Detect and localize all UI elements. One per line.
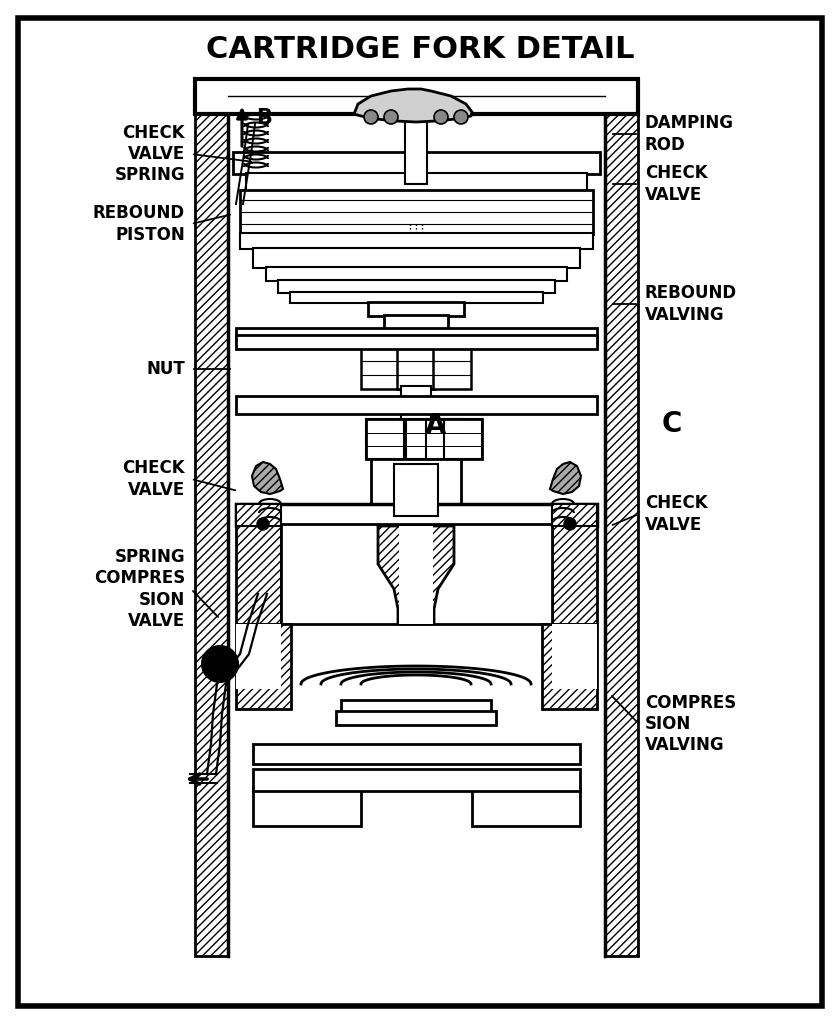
Bar — [368, 302, 464, 316]
Text: COMPRES
SION
VALVING: COMPRES SION VALVING — [645, 693, 736, 755]
Bar — [336, 711, 496, 725]
Bar — [228, 79, 605, 956]
Circle shape — [454, 110, 468, 124]
Bar — [236, 624, 291, 709]
Bar — [552, 524, 597, 624]
Text: DAMPING
ROD: DAMPING ROD — [645, 115, 734, 154]
Polygon shape — [252, 462, 283, 494]
Bar — [195, 79, 228, 956]
Bar — [366, 419, 404, 459]
Bar — [433, 347, 471, 389]
Bar — [366, 419, 482, 459]
Text: CARTRIDGE FORK DETAIL: CARTRIDGE FORK DETAIL — [206, 35, 634, 63]
Bar — [246, 173, 587, 191]
Bar — [394, 464, 438, 516]
Circle shape — [434, 110, 448, 124]
Circle shape — [257, 518, 269, 530]
Text: CHECK
VALVE: CHECK VALVE — [645, 164, 707, 204]
Circle shape — [202, 646, 238, 682]
Bar — [233, 152, 600, 174]
Circle shape — [564, 518, 576, 530]
Bar — [552, 624, 597, 689]
Bar — [371, 457, 461, 522]
Polygon shape — [378, 526, 454, 624]
Bar — [236, 504, 597, 526]
Bar — [236, 328, 597, 344]
Bar — [236, 396, 597, 414]
Bar — [253, 744, 580, 764]
Text: REBOUND
VALVING: REBOUND VALVING — [645, 285, 738, 324]
Bar — [361, 347, 399, 389]
Circle shape — [384, 110, 398, 124]
Bar — [236, 624, 281, 689]
Bar — [290, 292, 543, 303]
Bar — [384, 315, 448, 329]
Bar — [236, 504, 281, 526]
Bar — [253, 248, 580, 268]
Bar — [472, 788, 580, 826]
Bar — [542, 624, 597, 709]
Bar — [444, 419, 482, 459]
Bar — [278, 280, 555, 293]
Bar — [406, 419, 444, 459]
Polygon shape — [354, 89, 472, 122]
Text: CHECK
VALVE: CHECK VALVE — [645, 495, 707, 534]
Text: C: C — [662, 410, 682, 438]
Bar — [397, 347, 435, 389]
Bar — [253, 769, 580, 791]
Bar — [236, 524, 281, 624]
Bar — [236, 335, 597, 349]
Bar — [341, 700, 491, 712]
Bar — [281, 524, 552, 624]
Text: SPRING
COMPRES
SION
VALVE: SPRING COMPRES SION VALVE — [94, 548, 185, 630]
Bar — [426, 419, 464, 459]
Text: CHECK
VALVE: CHECK VALVE — [123, 459, 185, 499]
Circle shape — [203, 652, 227, 676]
Bar — [266, 267, 567, 281]
Circle shape — [364, 110, 378, 124]
Bar — [401, 386, 431, 444]
Bar — [253, 788, 361, 826]
Text: CHECK
VALVE
SPRING: CHECK VALVE SPRING — [114, 124, 185, 184]
Bar — [399, 526, 433, 624]
Bar — [605, 79, 638, 956]
Bar — [195, 79, 638, 114]
Bar — [240, 190, 593, 234]
Text: B: B — [256, 108, 272, 128]
Bar — [405, 112, 427, 184]
Polygon shape — [550, 462, 581, 494]
Text: REBOUND
PISTON: REBOUND PISTON — [93, 204, 185, 244]
Text: NUT: NUT — [146, 360, 185, 378]
Bar — [552, 504, 597, 526]
Text: A: A — [425, 412, 447, 440]
Bar — [240, 233, 593, 249]
